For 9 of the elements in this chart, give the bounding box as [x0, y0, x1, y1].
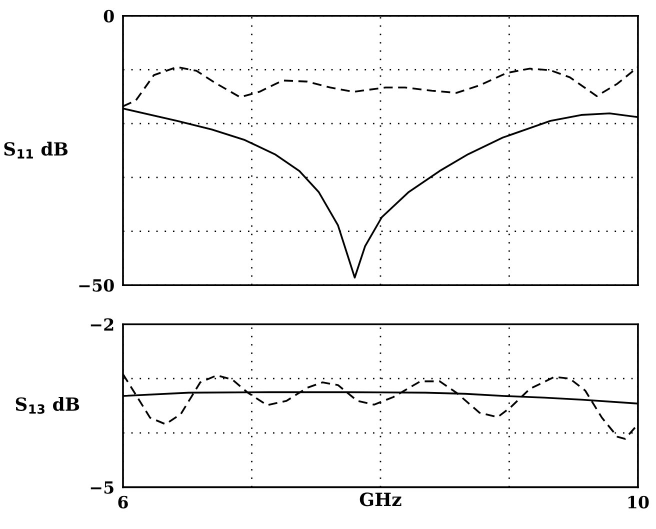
- y-axis-title: S$_{11}$ dB: [4, 142, 68, 158]
- y-tick-label: −2: [90, 318, 114, 331]
- y-axis-title: S$_{13}$ dB: [16, 397, 80, 414]
- y-tick-label: −5: [90, 481, 114, 494]
- y-tick-label: −50: [79, 279, 114, 292]
- x-axis-title: GHz: [360, 492, 402, 506]
- x-tick-label: 6: [118, 496, 128, 508]
- y-tick-label: 0: [104, 10, 114, 22]
- x-tick-label: 10: [628, 496, 649, 508]
